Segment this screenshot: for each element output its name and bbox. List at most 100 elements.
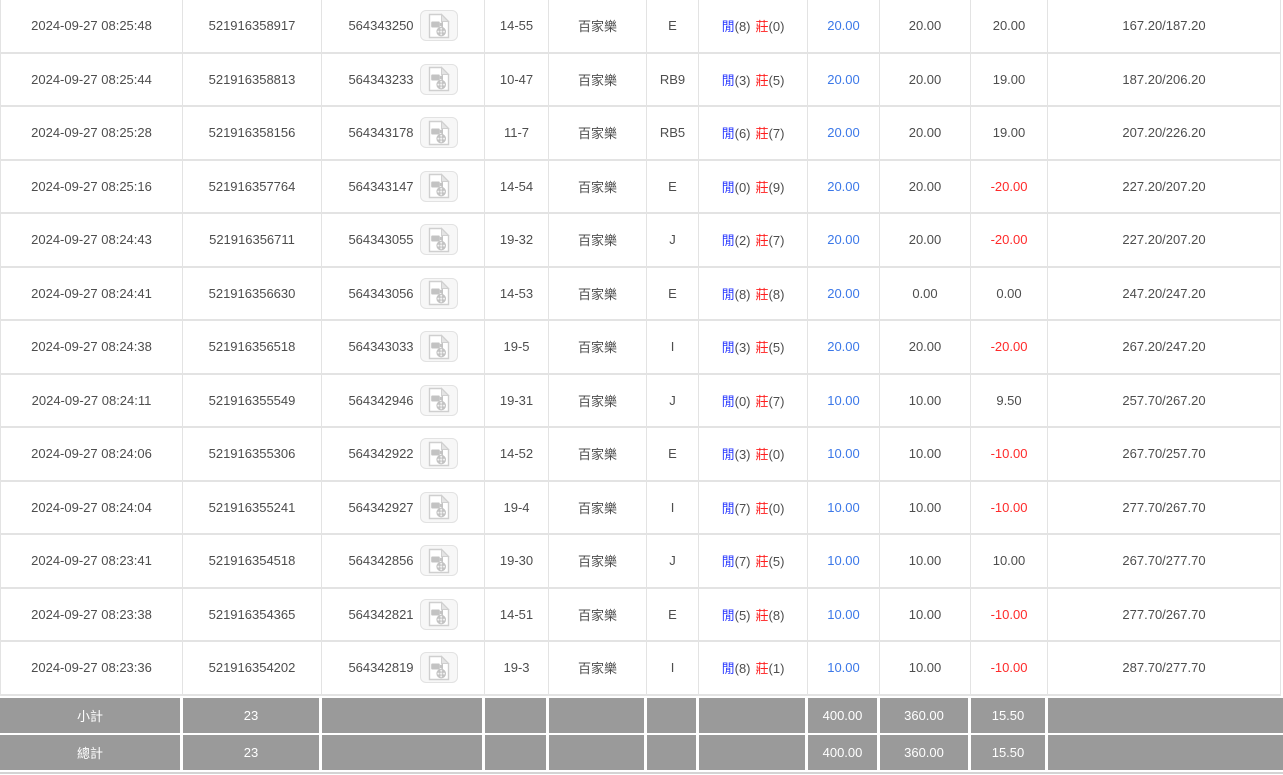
valid-bet-amount: 10.00 xyxy=(908,446,942,462)
game-name: 百家樂 xyxy=(577,500,617,516)
table-row: 2024-09-27 08:25:44 521916358813 5643432… xyxy=(1,53,1280,107)
bet-amount-link[interactable]: 20.00 xyxy=(827,18,860,34)
balance-cell: 187.20/206.20 xyxy=(1048,54,1280,106)
bet-amount-cell: 10.00 xyxy=(808,481,880,533)
bet-time: 2024-09-27 08:23:41 xyxy=(31,553,152,569)
bet-time-cell: 2024-09-27 08:25:16 xyxy=(1,160,183,212)
bet-amount-link[interactable]: 10.00 xyxy=(827,446,860,462)
bet-type-code: RB9 xyxy=(659,71,686,87)
video-replay-button[interactable] xyxy=(419,491,458,523)
table-row: 2024-09-27 08:24:43 521916356711 5643430… xyxy=(1,214,1280,268)
bet-id: 521916356518 xyxy=(208,339,296,355)
video-replay-button[interactable] xyxy=(419,224,458,256)
video-replay-button[interactable] xyxy=(419,652,458,684)
bet-amount-link[interactable]: 20.00 xyxy=(827,339,860,355)
bet-type-code-cell: J xyxy=(647,374,699,426)
banker-label: 莊 xyxy=(755,233,769,249)
bet-amount-link[interactable]: 20.00 xyxy=(827,178,860,194)
video-file-icon xyxy=(428,601,450,627)
player-result: 閒(5) xyxy=(722,605,751,624)
bet-time-cell: 2024-09-27 08:23:38 xyxy=(1,588,183,640)
player-result: 閒(7) xyxy=(722,551,751,570)
winloss-amount: 19.00 xyxy=(992,71,1026,87)
bet-amount-link[interactable]: 10.00 xyxy=(827,499,860,515)
bet-id-cell: 521916358156 xyxy=(183,107,322,159)
table-round: 19-3 xyxy=(503,660,530,676)
balance-before-after: 267.20/247.20 xyxy=(1122,339,1206,355)
bet-amount-cell: 10.00 xyxy=(808,374,880,426)
bet-type-code-cell: J xyxy=(647,535,699,587)
bet-type-code: I xyxy=(670,499,675,515)
game-result-cell: 閒(0) 莊(9) xyxy=(699,160,808,212)
bet-time-cell: 2024-09-27 08:24:43 xyxy=(1,214,183,266)
bet-amount-link[interactable]: 20.00 xyxy=(827,71,860,87)
player-result: 閒(8) xyxy=(722,284,751,303)
winloss-amount: -10.00 xyxy=(990,499,1028,515)
banker-label: 莊 xyxy=(755,340,769,356)
video-replay-button[interactable] xyxy=(419,545,458,577)
table-round-cell: 10-47 xyxy=(485,53,549,105)
banker-score: (5) xyxy=(768,72,785,88)
balance-cell: 257.70/267.20 xyxy=(1048,375,1280,427)
bet-amount-link[interactable]: 10.00 xyxy=(827,606,860,622)
balance-cell: 227.20/207.20 xyxy=(1048,161,1280,213)
table-round: 19-5 xyxy=(503,339,530,355)
bet-amount-link[interactable]: 10.00 xyxy=(827,392,860,408)
bet-type-code-cell: E xyxy=(647,160,699,212)
player-result: 閒(7) xyxy=(722,498,751,517)
video-replay-button[interactable] xyxy=(419,63,458,95)
video-replay-button[interactable] xyxy=(419,277,458,309)
game-id-cell: 564343233 xyxy=(322,53,485,105)
bet-amount-link[interactable]: 20.00 xyxy=(827,285,860,301)
bet-time-cell: 2024-09-27 08:24:38 xyxy=(1,321,183,373)
valid-bet-cell: 20.00 xyxy=(880,0,971,52)
banker-label: 莊 xyxy=(755,393,769,409)
bet-id: 521916354518 xyxy=(208,553,296,569)
subtotal-empty-cell xyxy=(1048,697,1283,733)
video-replay-button[interactable] xyxy=(419,331,458,363)
bet-id: 521916358917 xyxy=(208,18,296,34)
bet-amount-link[interactable]: 20.00 xyxy=(827,125,860,141)
video-replay-button[interactable] xyxy=(419,384,458,416)
video-replay-button[interactable] xyxy=(419,117,458,149)
bet-amount-link[interactable]: 10.00 xyxy=(827,553,860,569)
bet-amount-link[interactable]: 10.00 xyxy=(827,660,860,676)
video-replay-button[interactable] xyxy=(419,438,458,470)
valid-bet-amount: 20.00 xyxy=(908,178,942,194)
game-result-cell: 閒(7) 莊(5) xyxy=(699,535,808,587)
player-label: 閒 xyxy=(721,72,735,88)
bet-id: 521916357764 xyxy=(208,178,296,194)
game-name: 百家樂 xyxy=(577,661,617,677)
game-round-id: 564343250 xyxy=(348,18,414,34)
player-result: 閒(3) xyxy=(722,337,751,356)
bet-amount-link[interactable]: 20.00 xyxy=(827,232,860,248)
game-name: 百家樂 xyxy=(577,233,617,249)
game-id-cell: 564343178 xyxy=(322,107,485,159)
banker-label: 莊 xyxy=(755,607,769,623)
video-replay-button[interactable] xyxy=(419,598,458,630)
banker-result: 莊(0) xyxy=(756,16,785,35)
video-replay-button[interactable] xyxy=(419,10,458,42)
bet-type-code: E xyxy=(668,446,677,462)
subtotal-label: 小計 xyxy=(76,708,103,724)
video-file-icon xyxy=(428,548,450,573)
subtotal-empty-cell xyxy=(647,697,699,733)
banker-score: (7) xyxy=(768,393,785,409)
video-file-icon xyxy=(428,280,450,306)
player-result: 閒(6) xyxy=(722,123,751,142)
bet-type-code: I xyxy=(670,660,675,676)
balance-cell: 247.20/247.20 xyxy=(1048,268,1280,320)
game-name-cell: 百家樂 xyxy=(549,53,647,105)
video-replay-button[interactable] xyxy=(419,170,458,202)
game-id-cell: 564342927 xyxy=(322,481,485,533)
banker-label: 莊 xyxy=(755,126,769,142)
table-row: 2024-09-27 08:23:36 521916354202 5643428… xyxy=(1,642,1280,696)
winloss-cell: -10.00 xyxy=(971,481,1048,533)
banker-score: (1) xyxy=(768,661,785,677)
table-round: 19-30 xyxy=(499,553,534,569)
winloss-amount: -20.00 xyxy=(990,178,1028,194)
bet-type-code-cell: E xyxy=(647,267,699,319)
balance-before-after: 247.20/247.20 xyxy=(1122,285,1206,301)
banker-score: (7) xyxy=(768,126,785,142)
game-name-cell: 百家樂 xyxy=(549,160,647,212)
